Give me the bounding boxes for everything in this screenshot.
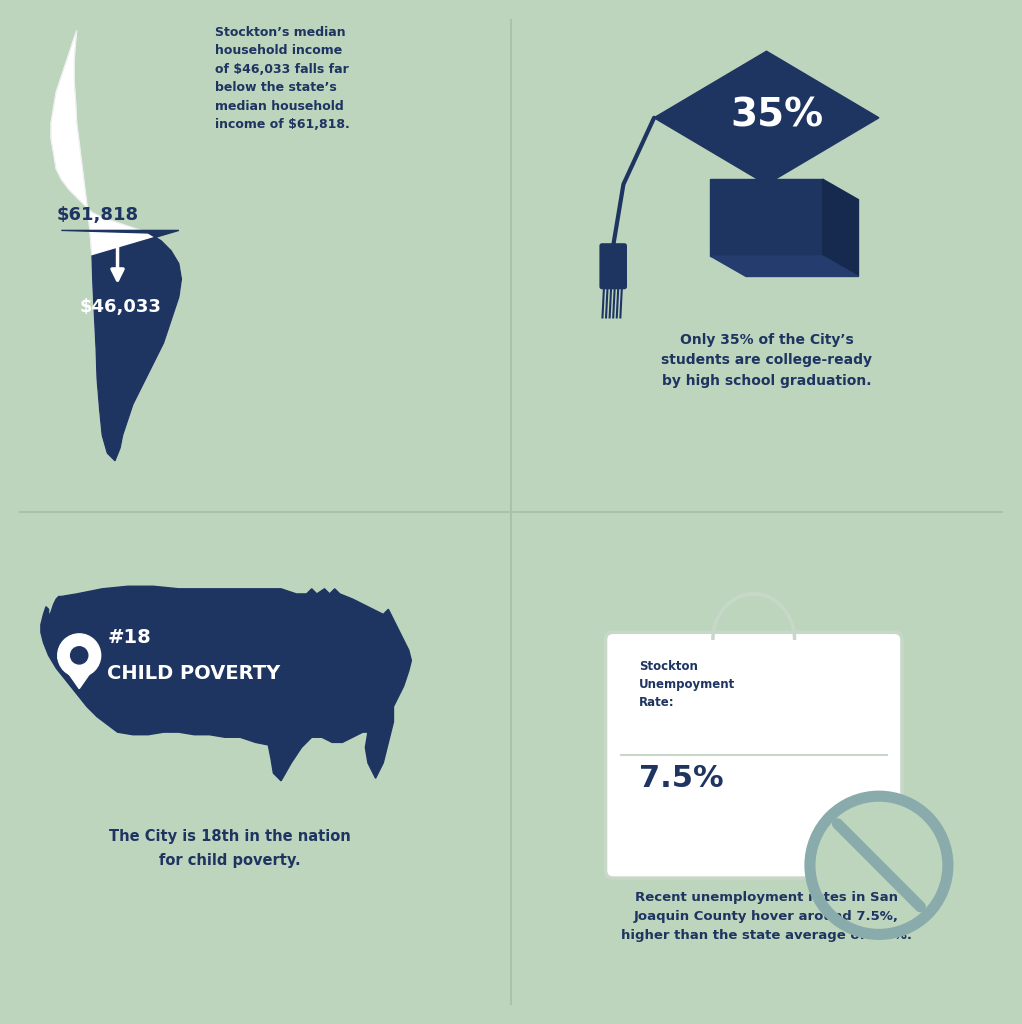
Circle shape bbox=[71, 647, 88, 664]
Text: Stockton’s median
household income
of $46,033 falls far
below the state’s
median: Stockton’s median household income of $4… bbox=[215, 26, 350, 131]
FancyBboxPatch shape bbox=[605, 632, 902, 878]
Text: 7.5%: 7.5% bbox=[639, 764, 724, 793]
Circle shape bbox=[806, 793, 953, 938]
FancyBboxPatch shape bbox=[599, 243, 628, 289]
Polygon shape bbox=[41, 586, 412, 780]
Text: 35%: 35% bbox=[730, 96, 824, 134]
Text: Only 35% of the City’s
students are college-ready
by high school graduation.: Only 35% of the City’s students are coll… bbox=[661, 333, 872, 388]
Polygon shape bbox=[710, 256, 858, 276]
Polygon shape bbox=[58, 657, 100, 688]
Text: Stockton
Unempoyment
Rate:: Stockton Unempoyment Rate: bbox=[639, 660, 735, 710]
Text: $46,033: $46,033 bbox=[80, 298, 161, 316]
Text: Recent unemployment rates in San
Joaquin County hover around 7.5%,
higher than t: Recent unemployment rates in San Joaquin… bbox=[621, 891, 912, 942]
Text: #18: #18 bbox=[107, 628, 151, 647]
Polygon shape bbox=[51, 31, 182, 461]
Polygon shape bbox=[654, 51, 879, 184]
Polygon shape bbox=[61, 230, 182, 461]
Polygon shape bbox=[823, 179, 858, 276]
Text: The City is 18th in the nation
for child poverty.: The City is 18th in the nation for child… bbox=[109, 829, 351, 868]
Polygon shape bbox=[710, 179, 823, 256]
Text: CHILD POVERTY: CHILD POVERTY bbox=[107, 664, 281, 683]
Text: $61,818: $61,818 bbox=[56, 206, 138, 224]
Circle shape bbox=[58, 634, 101, 677]
